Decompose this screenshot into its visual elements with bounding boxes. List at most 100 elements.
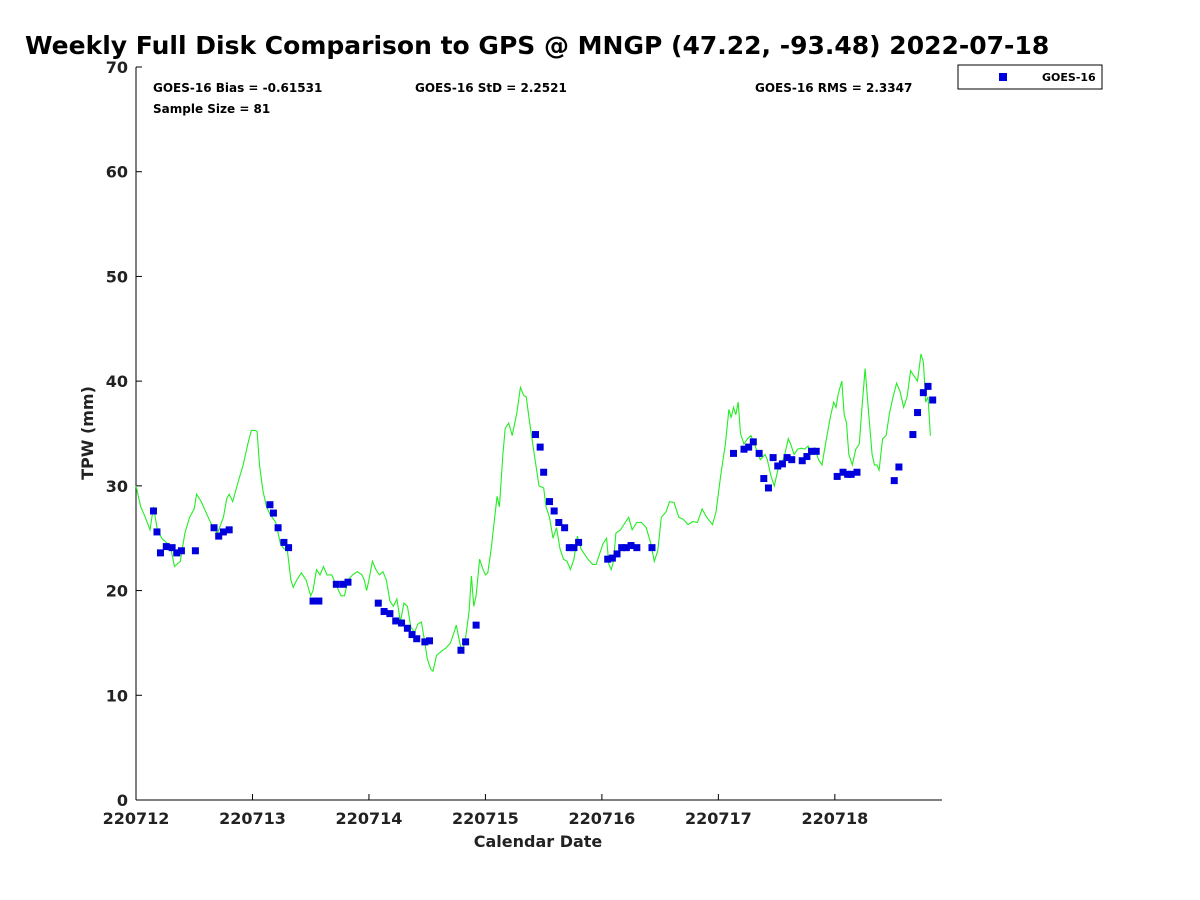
goes-data-point bbox=[764, 484, 772, 492]
goes-data-point bbox=[812, 447, 820, 455]
x-tick-label: 220712 bbox=[103, 809, 170, 828]
goes-data-point bbox=[339, 580, 347, 588]
goes-data-point bbox=[219, 528, 227, 536]
goes-data-point bbox=[769, 454, 777, 462]
goes-data-point bbox=[191, 547, 199, 555]
goes-data-point bbox=[162, 543, 170, 551]
goes-data-point bbox=[550, 507, 558, 515]
goes-data-point bbox=[622, 544, 630, 552]
goes-data-point bbox=[457, 646, 465, 654]
goes-data-point bbox=[285, 544, 293, 552]
goes-data-point bbox=[774, 462, 782, 470]
goes-data-point bbox=[344, 578, 352, 586]
goes-data-point bbox=[565, 544, 573, 552]
goes-data-point bbox=[833, 472, 841, 480]
x-axis-label: Calendar Date bbox=[474, 832, 603, 851]
goes-data-point bbox=[749, 438, 757, 446]
x-ticks: 220712 220713 220714 220715 220716 220717 2207… bbox=[103, 794, 868, 828]
goes-data-point bbox=[919, 389, 927, 397]
goes-data-point bbox=[380, 608, 388, 616]
x-tick-label: 220714 bbox=[336, 809, 403, 828]
goes-data-point bbox=[392, 617, 400, 625]
goes-data-point bbox=[909, 431, 917, 439]
y-tick-label: 60 bbox=[106, 163, 128, 182]
goes-data-point bbox=[608, 554, 616, 562]
goes-data-point bbox=[403, 624, 411, 632]
x-tick-label: 220716 bbox=[568, 809, 635, 828]
goes-data-point bbox=[386, 610, 394, 618]
goes-data-point bbox=[168, 544, 176, 552]
goes-data-point bbox=[269, 509, 277, 517]
goes-data-point bbox=[575, 538, 583, 546]
goes-data-point bbox=[613, 550, 621, 558]
goes-series bbox=[149, 382, 937, 654]
goes-data-point bbox=[778, 460, 786, 468]
x-tick-label: 220715 bbox=[452, 809, 519, 828]
goes-data-point bbox=[426, 637, 434, 645]
goes-data-point bbox=[545, 498, 553, 506]
y-axis-label: TPW (mm) bbox=[78, 386, 97, 480]
goes-data-point bbox=[604, 555, 612, 563]
goes-data-point bbox=[462, 638, 470, 646]
legend-marker bbox=[999, 73, 1007, 81]
goes-data-point bbox=[156, 549, 164, 557]
chart-title: Weekly Full Disk Comparison to GPS @ MNG… bbox=[25, 31, 1049, 60]
goes-data-point bbox=[618, 544, 626, 552]
goes-data-point bbox=[536, 443, 544, 451]
goes-data-point bbox=[929, 396, 937, 404]
legend: GOES-16 bbox=[957, 64, 1103, 90]
goes-data-point bbox=[570, 544, 578, 552]
std-stat: GOES-16 StD = 2.2521 bbox=[415, 81, 567, 95]
goes-data-point bbox=[274, 524, 282, 532]
goes-data-point bbox=[177, 547, 185, 555]
goes-data-point bbox=[730, 449, 738, 457]
goes-data-point bbox=[783, 454, 791, 462]
y-tick-label: 0 bbox=[117, 791, 128, 810]
goes-data-point bbox=[173, 549, 181, 557]
goes-data-point bbox=[648, 544, 656, 552]
goes-data-point bbox=[555, 519, 563, 527]
goes-data-point bbox=[540, 468, 548, 476]
goes-data-point bbox=[633, 544, 641, 552]
goes-data-point bbox=[421, 638, 429, 646]
rms-stat: GOES-16 RMS = 2.3347 bbox=[755, 81, 912, 95]
goes-data-point bbox=[788, 456, 796, 464]
goes-data-point bbox=[149, 507, 157, 515]
goes-data-point bbox=[803, 453, 811, 461]
y-tick-label: 40 bbox=[106, 372, 128, 391]
goes-data-point bbox=[332, 580, 340, 588]
y-tick-label: 70 bbox=[106, 58, 128, 77]
goes-data-point bbox=[895, 463, 903, 471]
goes-data-point bbox=[755, 449, 763, 457]
legend-box bbox=[957, 64, 1103, 90]
legend-label: GOES-16 bbox=[1042, 71, 1096, 84]
goes-data-point bbox=[808, 447, 816, 455]
bias-stat: GOES-16 Bias = -0.61531 bbox=[153, 81, 322, 95]
y-ticks: 0 10 20 30 40 50 60 70 bbox=[106, 58, 142, 810]
goes-data-point bbox=[398, 619, 406, 627]
goes-data-point bbox=[266, 501, 274, 509]
goes-data-point bbox=[215, 532, 223, 540]
goes-data-point bbox=[760, 475, 768, 483]
y-tick-label: 30 bbox=[106, 477, 128, 496]
x-tick-label: 220713 bbox=[219, 809, 286, 828]
goes-data-point bbox=[408, 631, 416, 639]
goes-data-point bbox=[839, 468, 847, 476]
goes-data-point bbox=[745, 443, 753, 451]
goes-data-point bbox=[153, 528, 161, 536]
goes-data-point bbox=[924, 382, 932, 390]
sample-size-stat: Sample Size = 81 bbox=[153, 102, 270, 116]
goes-data-point bbox=[853, 468, 861, 476]
goes-data-point bbox=[890, 477, 898, 485]
goes-data-point bbox=[740, 445, 748, 453]
y-tick-label: 50 bbox=[106, 267, 128, 286]
goes-data-point bbox=[627, 542, 635, 550]
goes-data-point bbox=[798, 457, 806, 465]
goes-data-point bbox=[413, 635, 421, 643]
goes-data-point bbox=[280, 538, 288, 546]
goes-data-point bbox=[561, 524, 569, 532]
x-tick-label: 220718 bbox=[801, 809, 868, 828]
goes-data-point bbox=[374, 599, 382, 607]
goes-data-point bbox=[309, 597, 317, 605]
